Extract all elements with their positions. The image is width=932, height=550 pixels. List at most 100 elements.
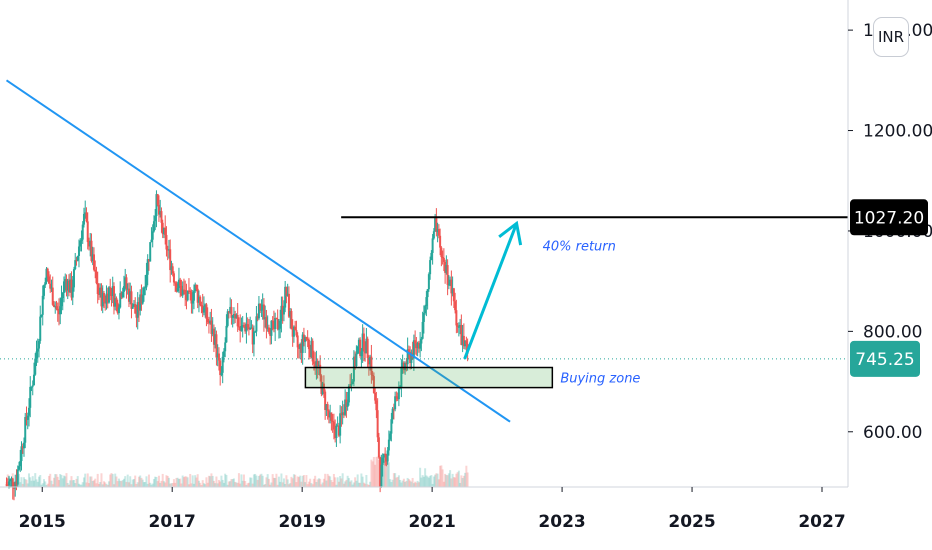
candle-body — [160, 211, 163, 223]
volume-bar — [219, 481, 222, 487]
trendline — [5, 79, 511, 423]
volume-bar — [382, 461, 385, 487]
volume-bar — [57, 480, 60, 487]
candle-body — [131, 306, 134, 309]
volume-bar — [324, 473, 327, 487]
candle-body — [381, 457, 384, 465]
candle-body — [296, 335, 299, 348]
candle-body — [19, 461, 22, 467]
volume-bar — [204, 484, 207, 487]
candle-body — [105, 293, 108, 304]
volume-bar — [456, 472, 459, 487]
volume-bar — [412, 483, 415, 487]
volume-bar — [16, 475, 19, 487]
volume-bar — [104, 482, 107, 487]
volume-bar — [51, 484, 54, 487]
candle-body — [99, 287, 102, 295]
candle-body — [146, 259, 149, 275]
volume-bar — [320, 484, 323, 487]
candle-body — [110, 288, 113, 296]
volume-bar — [455, 473, 458, 487]
volume-bar — [97, 483, 100, 487]
candle-body — [331, 420, 334, 422]
volume-bar — [339, 476, 342, 487]
candle-body — [382, 453, 385, 458]
volume-bar — [149, 482, 152, 487]
volume-bar — [146, 483, 149, 487]
volume-bar — [194, 475, 197, 487]
candle-body — [306, 339, 309, 341]
volume-bar — [22, 477, 25, 487]
volume-bar — [122, 478, 125, 487]
volume-bar — [96, 473, 99, 487]
candle-body — [184, 290, 187, 295]
candle-body — [44, 282, 47, 286]
candle-body — [54, 306, 57, 308]
volume-bar — [405, 481, 408, 487]
volume-bar — [167, 477, 170, 487]
volume-bar — [425, 475, 428, 487]
volume-bar — [170, 483, 173, 487]
volume-bar — [271, 474, 274, 487]
candle-body — [60, 298, 63, 307]
volume-bar — [252, 474, 255, 487]
volume-bar — [192, 483, 195, 487]
currency-selector-button[interactable]: INR — [873, 17, 909, 57]
candle-body — [454, 301, 457, 311]
candle-body — [236, 315, 239, 327]
volume-bar — [256, 479, 259, 487]
candle-body — [165, 234, 168, 250]
candle-body — [175, 283, 178, 292]
candle-body — [86, 221, 89, 243]
candle-body — [17, 466, 20, 470]
buying-zone-box[interactable] — [304, 366, 554, 389]
candle-body — [329, 412, 332, 418]
candle-body — [69, 279, 72, 293]
candle-body — [421, 321, 424, 339]
candle-body — [250, 327, 253, 329]
candle-body — [274, 318, 277, 330]
candle-body — [201, 305, 204, 313]
volume-bar — [242, 474, 245, 487]
volume-bar — [294, 474, 297, 487]
volume-bar — [210, 473, 213, 487]
volume-bar — [361, 476, 364, 487]
candle-body — [431, 238, 434, 253]
volume-bar — [364, 483, 367, 487]
time-tick-label: 2021 — [408, 512, 455, 532]
volume-bar — [71, 480, 74, 487]
candle-body — [12, 487, 15, 489]
candle-body — [394, 396, 397, 410]
candle-body — [277, 328, 280, 330]
candle-body — [122, 286, 125, 292]
volume-bar — [291, 478, 294, 487]
volume-bar — [186, 477, 189, 487]
volume-bar — [327, 475, 330, 487]
volume-bar — [30, 480, 33, 487]
candle-body — [447, 284, 450, 286]
volume-bar — [72, 479, 75, 487]
candle-body — [327, 410, 330, 418]
volume-bar — [379, 455, 382, 487]
candle-body — [217, 353, 220, 361]
candle-body — [341, 412, 344, 416]
volume-bar — [166, 475, 169, 487]
candle-body — [226, 311, 229, 326]
volume-bar — [277, 476, 280, 487]
candle-body — [416, 342, 419, 349]
volume-histogram — [5, 454, 469, 487]
candle-body — [215, 334, 218, 358]
volume-bar — [90, 476, 93, 487]
candle-body — [374, 392, 377, 401]
candle-body — [401, 362, 404, 368]
candle-body — [262, 304, 265, 320]
candle-body — [290, 311, 293, 330]
volume-bar — [245, 484, 248, 487]
projection-arrow-shaft[interactable] — [463, 222, 518, 360]
volume-bar — [85, 482, 88, 487]
volume-bar — [184, 476, 187, 487]
volume-bar — [276, 484, 279, 487]
volume-bar — [176, 477, 179, 487]
volume-bar — [66, 482, 69, 487]
